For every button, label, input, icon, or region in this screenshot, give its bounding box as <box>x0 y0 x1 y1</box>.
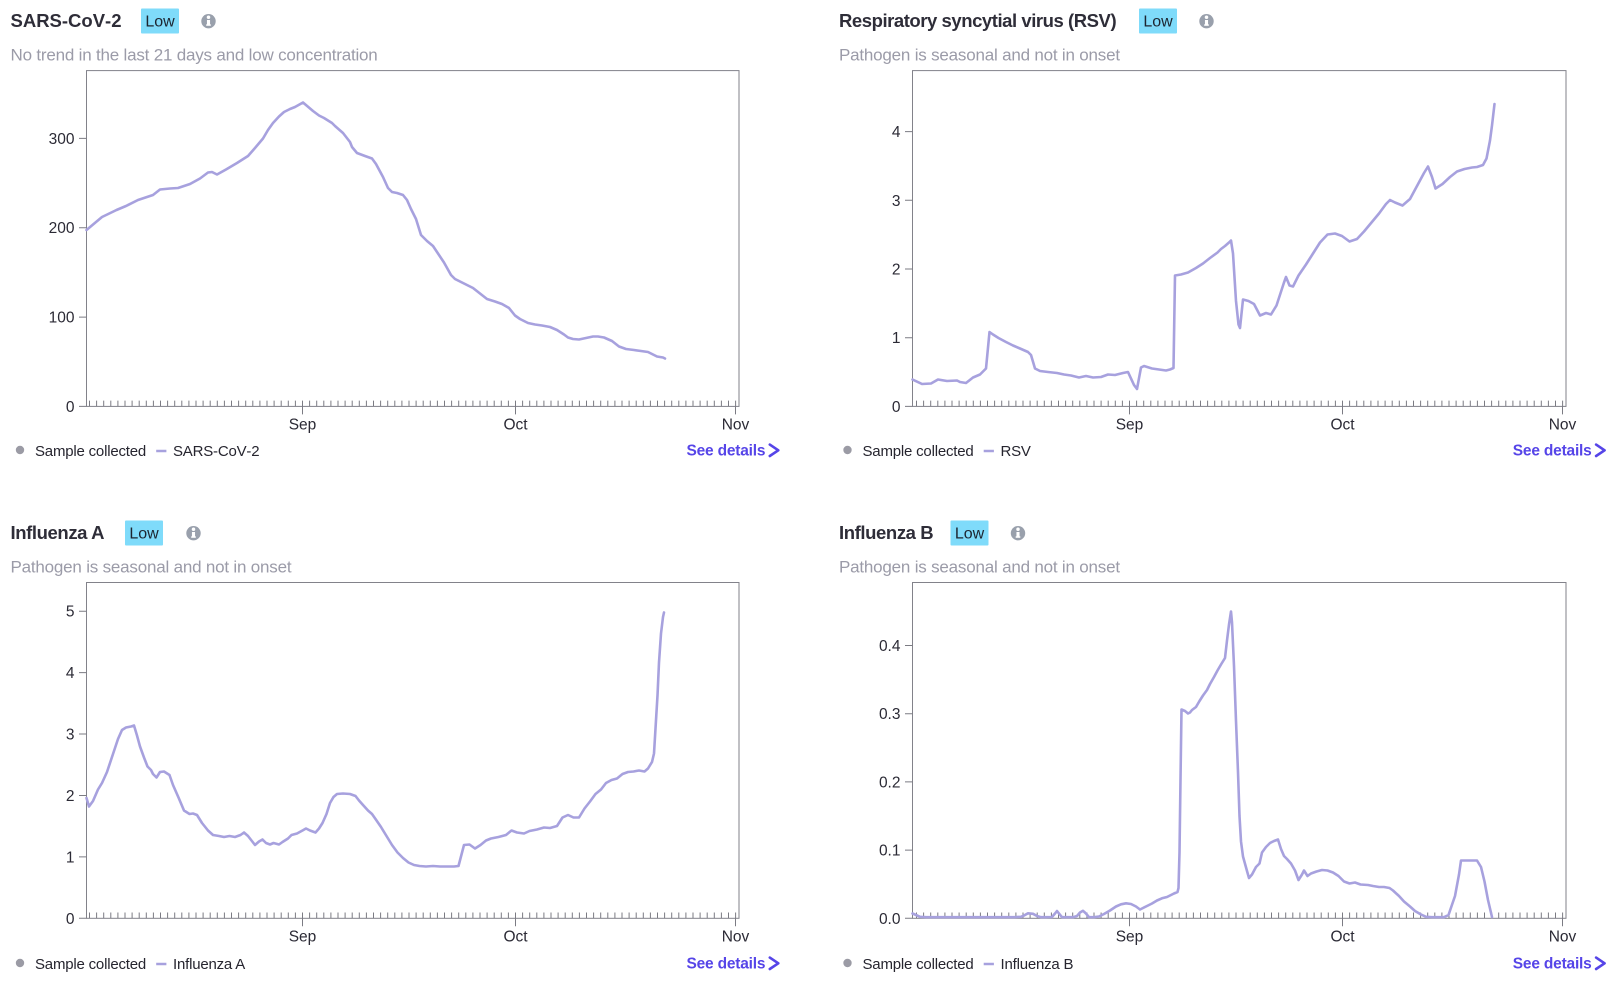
svg-text:1: 1 <box>892 330 901 347</box>
svg-text:Low: Low <box>1143 13 1173 30</box>
svg-text:2: 2 <box>892 262 901 279</box>
svg-text:0.3: 0.3 <box>879 706 901 723</box>
svg-text:Influenza A: Influenza A <box>173 956 245 973</box>
svg-text:300: 300 <box>49 131 75 148</box>
svg-text:Nov: Nov <box>1549 416 1577 433</box>
svg-text:4: 4 <box>892 124 901 141</box>
svg-text:3: 3 <box>892 193 901 210</box>
svg-text:Influenza A: Influenza A <box>11 522 105 543</box>
svg-text:Oct: Oct <box>503 416 528 433</box>
svg-text:Sep: Sep <box>1116 416 1144 433</box>
svg-text:Sep: Sep <box>289 928 317 945</box>
svg-text:See details: See details <box>1513 956 1592 973</box>
svg-text:No trend in the last 21 days a: No trend in the last 21 days and low con… <box>11 46 378 65</box>
svg-text:Influenza B: Influenza B <box>839 522 933 543</box>
svg-text:Pathogen is seasonal and not i: Pathogen is seasonal and not in onset <box>839 46 1120 65</box>
svg-text:Oct: Oct <box>1330 416 1355 433</box>
svg-text:Low: Low <box>955 525 985 542</box>
svg-text:0: 0 <box>66 911 75 928</box>
svg-text:See details: See details <box>1513 443 1592 460</box>
svg-text:5: 5 <box>66 604 75 621</box>
svg-text:0.4: 0.4 <box>879 638 901 655</box>
svg-text:Nov: Nov <box>722 416 750 433</box>
svg-text:Low: Low <box>129 525 159 542</box>
svg-text:Nov: Nov <box>1549 928 1577 945</box>
svg-text:Sample collected: Sample collected <box>863 956 974 973</box>
svg-text:SARS‑CoV‑2: SARS‑CoV‑2 <box>11 10 122 31</box>
svg-text:100: 100 <box>49 310 75 327</box>
svg-text:0.0: 0.0 <box>879 911 901 928</box>
svg-text:0.2: 0.2 <box>879 774 901 791</box>
svg-text:Oct: Oct <box>1330 928 1355 945</box>
svg-text:Sample collected: Sample collected <box>863 443 974 460</box>
svg-text:Sample collected: Sample collected <box>35 956 146 973</box>
svg-text:Pathogen is seasonal and not i: Pathogen is seasonal and not in onset <box>11 558 292 577</box>
svg-text:SARS‑CoV‑2: SARS‑CoV‑2 <box>173 443 259 460</box>
svg-text:0: 0 <box>892 399 901 416</box>
svg-text:0: 0 <box>66 399 75 416</box>
svg-text:Oct: Oct <box>503 928 528 945</box>
svg-text:Sep: Sep <box>289 416 317 433</box>
svg-text:3: 3 <box>66 727 75 744</box>
svg-text:4: 4 <box>66 665 75 682</box>
svg-text:0.1: 0.1 <box>879 843 901 860</box>
svg-text:Pathogen is seasonal and not i: Pathogen is seasonal and not in onset <box>839 558 1120 577</box>
svg-text:Low: Low <box>145 13 175 30</box>
svg-text:See details: See details <box>687 956 766 973</box>
svg-text:See details: See details <box>687 443 766 460</box>
svg-text:Sample collected: Sample collected <box>35 443 146 460</box>
svg-text:Influenza B: Influenza B <box>1001 956 1074 973</box>
svg-text:200: 200 <box>49 220 75 237</box>
svg-text:1: 1 <box>66 849 75 866</box>
svg-text:Sep: Sep <box>1116 928 1144 945</box>
svg-text:Nov: Nov <box>722 928 750 945</box>
svg-text:Respiratory syncytial virus (R: Respiratory syncytial virus (RSV) <box>839 10 1116 31</box>
svg-text:2: 2 <box>66 788 75 805</box>
svg-text:RSV: RSV <box>1001 443 1031 460</box>
